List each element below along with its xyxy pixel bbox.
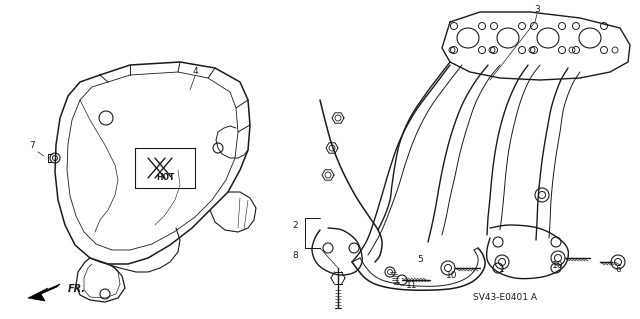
Text: 2: 2: [292, 221, 298, 231]
Text: 1: 1: [499, 265, 505, 275]
Text: 5: 5: [417, 256, 423, 264]
Text: HOT: HOT: [156, 174, 174, 182]
Text: 10: 10: [446, 271, 458, 280]
Text: FR.: FR.: [68, 284, 86, 294]
Text: 6: 6: [615, 265, 621, 275]
Text: 7: 7: [29, 142, 35, 151]
Text: 11: 11: [406, 280, 418, 290]
Text: 4: 4: [192, 68, 198, 77]
Text: 8: 8: [292, 251, 298, 261]
Text: SV43-E0401 A: SV43-E0401 A: [473, 293, 537, 302]
Text: 3: 3: [534, 5, 540, 14]
Polygon shape: [28, 284, 60, 301]
Text: 10: 10: [552, 262, 564, 271]
